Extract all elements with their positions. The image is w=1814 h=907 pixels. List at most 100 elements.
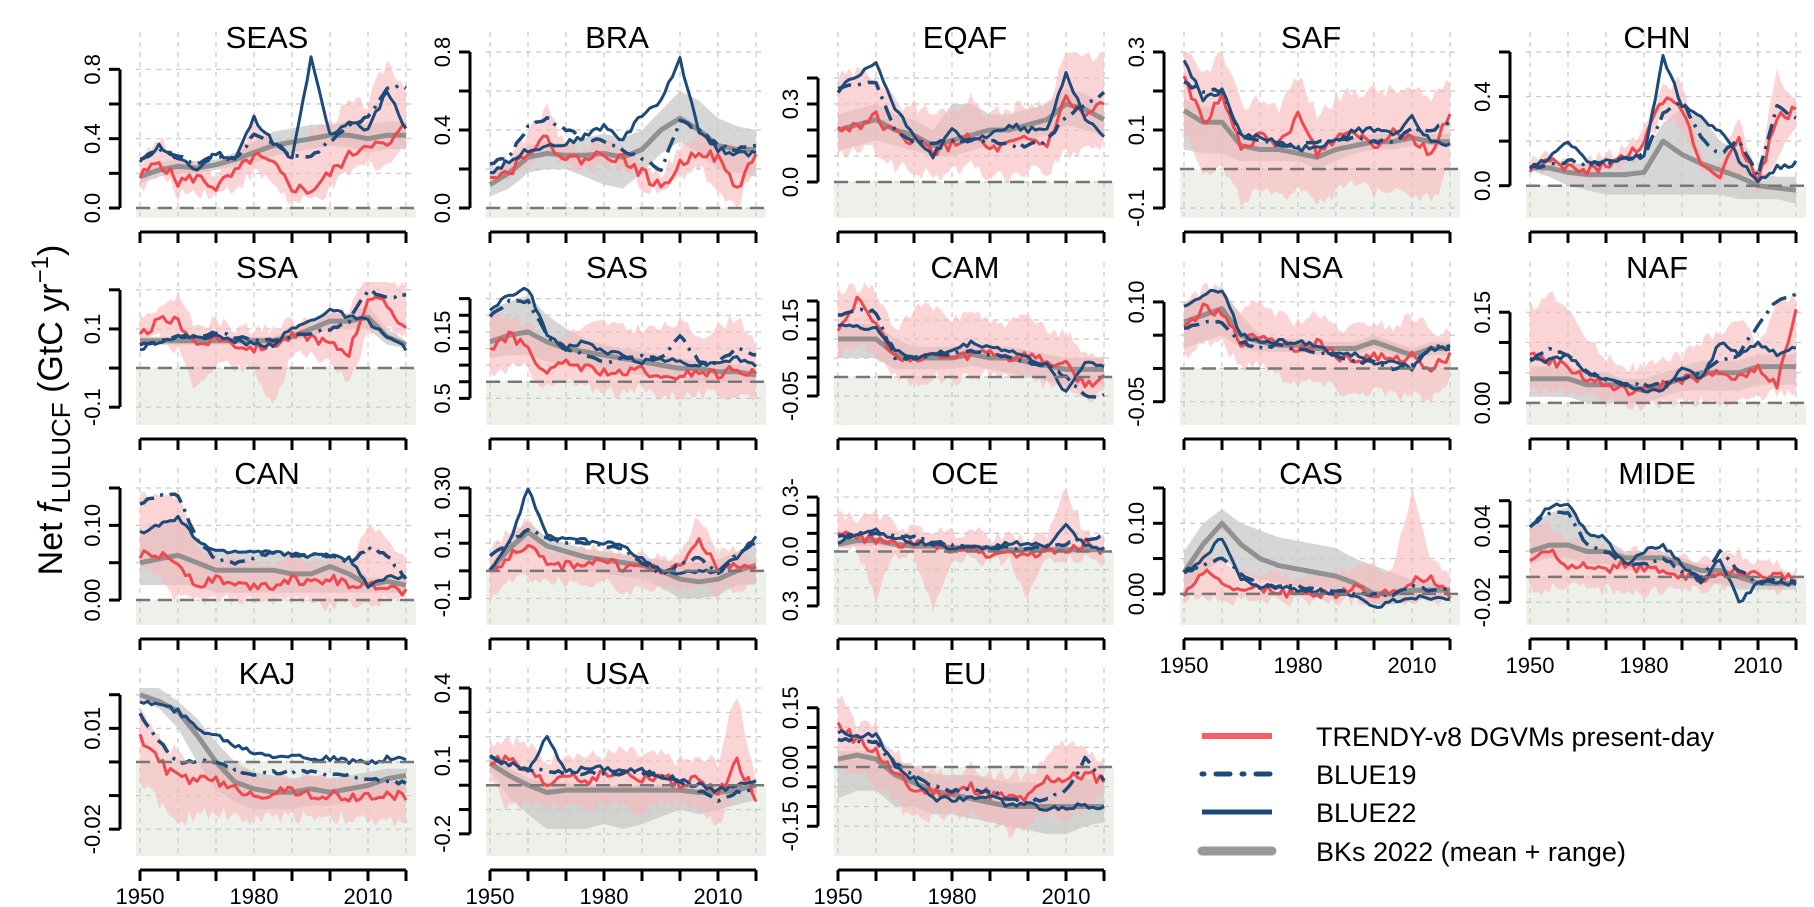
blue22-line	[489, 56, 757, 175]
bk-range-band	[490, 91, 756, 197]
bk-range-band	[1530, 107, 1796, 204]
blue22-line	[1528, 54, 1798, 184]
y-tick-label: 0.1	[430, 746, 455, 777]
y-tick-label: 0.30	[430, 467, 455, 510]
blue22-line	[837, 323, 1105, 393]
panel-title: USA	[585, 656, 649, 691]
x-tick-label: 1980	[580, 884, 629, 907]
y-tick-label: 0.8	[430, 37, 455, 68]
x-tick-label: 1980	[1620, 653, 1669, 678]
negative-region	[834, 182, 1114, 218]
y-tick-label: -0.05	[1124, 377, 1149, 427]
y-tick-label: 0.4	[430, 115, 455, 146]
panel-title: OCE	[931, 456, 998, 491]
x-tick-label: 2010	[694, 884, 743, 907]
blue19-line	[488, 298, 757, 366]
y-tick-label: 0.4	[1470, 81, 1495, 112]
legend-label-blue22: BLUE22	[1316, 798, 1417, 828]
blue22-line	[1182, 537, 1450, 609]
x-tick-label: 1950	[466, 884, 515, 907]
x-tick-label: 2010	[1734, 653, 1783, 678]
blue22-line	[837, 522, 1105, 552]
y-tick-label: 0.00	[80, 579, 105, 622]
panel-title: CAS	[1279, 456, 1343, 491]
y-tick-label: 0.3	[778, 591, 803, 622]
panel-mide: -0.02 0.04 1950 1980 2010 MIDE	[1470, 456, 1810, 678]
trendy-range-band	[490, 698, 756, 827]
y-tick-label: 0.0	[430, 193, 455, 224]
y-tick-label: 0.0	[1470, 170, 1495, 201]
y-tick-label: 0.3	[778, 89, 803, 120]
panel-title: SEAS	[226, 20, 309, 55]
bk-mean-line	[488, 529, 757, 585]
bk-mean-line	[1183, 306, 1450, 358]
blue22-line	[488, 487, 758, 576]
x-tick-label: 1950	[1160, 653, 1209, 678]
trendy-line	[836, 721, 1106, 803]
trendy-line	[836, 295, 1106, 389]
panel-nsa: -0.05 0.10 NSA	[1124, 250, 1464, 450]
bk-range-band	[140, 688, 406, 809]
ylabel-unit: (GtC yr	[32, 283, 70, 402]
panel-sas: 0.5 0.15 SAS	[430, 250, 770, 450]
panel-title: SAS	[586, 250, 648, 285]
y-tick-label: -0.1	[80, 388, 105, 426]
panel-naf: 0.00 0.15 NAF	[1470, 250, 1810, 450]
ylabel-close: )	[32, 245, 70, 256]
bk-mean-line	[139, 692, 407, 795]
panel-cas: 0.00 0.10 1950 1980 2010 CAS	[1124, 456, 1464, 678]
x-tick-label: 1950	[1506, 653, 1555, 678]
y-tick-label: 0.04	[1470, 505, 1495, 548]
legend-label-blue19: BLUE19	[1316, 760, 1417, 790]
panel-usa: -0.2 0.1 0.4 1950 1980 2010 USA	[430, 656, 770, 907]
panel-kaj: -0.02 0.01 1950 1980 2010 KAJ	[80, 656, 420, 907]
negative-region	[1526, 402, 1806, 425]
blue22-line	[489, 286, 758, 368]
panel-saf: -0.1 0.1 0.3 SAF	[1124, 20, 1464, 243]
trendy-line	[138, 549, 408, 597]
y-tick-label: 0.00	[1124, 572, 1149, 615]
y-tick-label: 0.10	[1124, 281, 1149, 324]
trendy-line	[1528, 96, 1797, 184]
y-tick-label: -0.15	[778, 801, 803, 851]
blue22-line	[139, 514, 407, 589]
blue19-line	[838, 307, 1105, 399]
blue22-line	[1182, 59, 1451, 153]
x-tick-label: 1950	[814, 884, 863, 907]
trendy-line	[489, 330, 758, 381]
panel-title: BRA	[585, 20, 649, 55]
y-tick-label: 0.00	[1470, 381, 1495, 424]
panel-title: CAN	[234, 456, 299, 491]
panel-title: CHN	[1623, 20, 1690, 55]
y-axis-label: Net fLULUCF (GtC yr−1)	[27, 245, 76, 576]
panel-title: SSA	[236, 250, 298, 285]
x-tick-label: 1950	[116, 884, 165, 907]
y-tick-label: 0.5	[430, 383, 455, 414]
trendy-range-band	[838, 52, 1104, 183]
ylabel-subscript: LULUCF	[46, 402, 76, 503]
y-tick-label: 0.3-	[778, 478, 803, 516]
negative-region	[486, 208, 766, 218]
blue19-line	[1183, 80, 1451, 149]
panel-oce: 0.3 0.0 0.3- OCE	[778, 456, 1118, 650]
panel-ssa: -0.1 0.1 SSA	[80, 250, 420, 450]
y-tick-label: -0.1	[1124, 189, 1149, 227]
y-tick-label: 0.00	[778, 746, 803, 789]
panel-can: 0.00 0.10 CAN	[80, 456, 420, 650]
panel-rus: -0.1 0.1 0.30 RUS	[430, 456, 770, 650]
trendy-line	[1529, 548, 1797, 583]
y-tick-label: 0.4	[430, 673, 455, 704]
panel-chn: 0.0 0.4 CHN	[1470, 20, 1810, 243]
legend: TRENDY-v8 DGVMs present-day BLUE19 BLUE2…	[1197, 722, 1715, 867]
blue22-line	[837, 61, 1106, 160]
ylabel-sup: −1	[27, 256, 54, 283]
blue22-line	[138, 55, 408, 172]
trendy-line	[138, 124, 407, 195]
panel-seas: 0.0 0.4 0.8 SEAS	[80, 20, 420, 243]
bk-mean-line	[837, 752, 1104, 809]
y-tick-label: 0.3	[1124, 37, 1149, 68]
blue22-line	[837, 729, 1105, 812]
bk-mean-line	[488, 761, 757, 795]
blue22-line	[1183, 288, 1451, 372]
blue19-line	[488, 527, 757, 576]
